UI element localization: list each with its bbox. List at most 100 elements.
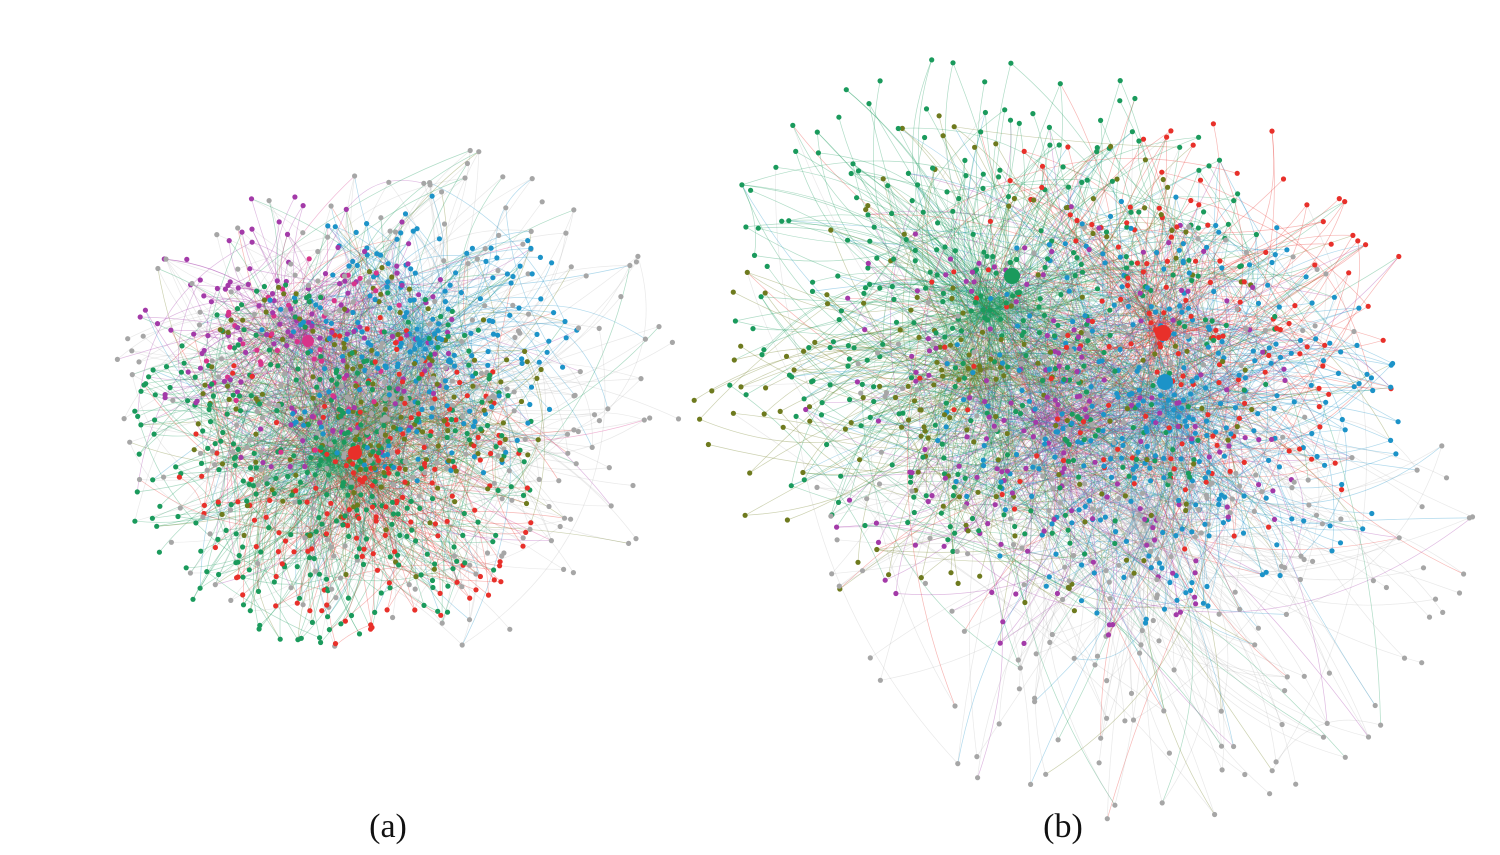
edge xyxy=(361,421,371,461)
node xyxy=(240,544,246,550)
node xyxy=(200,391,206,397)
node xyxy=(375,458,381,464)
node xyxy=(437,590,443,597)
node xyxy=(137,314,143,320)
node xyxy=(264,332,270,338)
edge xyxy=(262,375,434,463)
node xyxy=(254,408,260,414)
node xyxy=(322,366,328,372)
node xyxy=(326,456,332,462)
node xyxy=(379,417,385,423)
node xyxy=(508,484,514,490)
node xyxy=(538,296,544,302)
node xyxy=(312,568,319,574)
edge xyxy=(395,397,438,464)
edge xyxy=(290,534,463,646)
node xyxy=(263,514,269,520)
node xyxy=(528,520,534,526)
node xyxy=(499,457,505,463)
node xyxy=(283,307,289,313)
node xyxy=(197,277,203,283)
node xyxy=(483,258,489,264)
node xyxy=(319,358,325,364)
node xyxy=(416,292,422,298)
node xyxy=(269,331,275,337)
node xyxy=(504,271,510,277)
node xyxy=(487,372,493,378)
node xyxy=(228,289,234,295)
node xyxy=(506,468,512,474)
node xyxy=(404,332,410,338)
node xyxy=(656,324,662,330)
node xyxy=(491,567,497,573)
node xyxy=(464,250,470,256)
node xyxy=(236,393,243,399)
node xyxy=(420,438,426,444)
node xyxy=(235,499,241,505)
node xyxy=(451,363,458,369)
node xyxy=(467,147,473,154)
node xyxy=(539,199,545,205)
node xyxy=(364,221,370,227)
node xyxy=(300,203,306,209)
node xyxy=(209,358,215,364)
node xyxy=(675,416,682,422)
node xyxy=(562,318,568,325)
node xyxy=(339,419,345,425)
node xyxy=(359,553,365,560)
node xyxy=(482,246,488,252)
edge xyxy=(283,293,294,332)
edge xyxy=(212,286,265,442)
edge xyxy=(132,374,328,469)
node xyxy=(377,315,383,321)
node xyxy=(389,449,395,455)
node xyxy=(378,590,384,596)
edge xyxy=(329,360,439,630)
edge xyxy=(157,300,311,326)
node xyxy=(197,450,204,456)
node xyxy=(385,261,391,267)
node xyxy=(571,207,577,213)
edge xyxy=(400,265,630,289)
node xyxy=(503,205,509,211)
node xyxy=(512,334,518,341)
node xyxy=(280,498,286,504)
edge xyxy=(393,338,646,410)
edge xyxy=(143,384,344,525)
edge xyxy=(320,353,435,643)
node xyxy=(462,560,468,566)
node xyxy=(434,460,440,466)
edge xyxy=(402,400,568,454)
edge xyxy=(421,248,473,345)
edge xyxy=(249,480,350,506)
node xyxy=(449,316,455,322)
edge xyxy=(269,475,352,501)
node xyxy=(227,279,233,285)
node xyxy=(233,531,239,537)
edge xyxy=(237,420,342,450)
node xyxy=(331,342,337,348)
edge xyxy=(432,331,522,360)
edge xyxy=(207,317,298,336)
node xyxy=(274,408,280,414)
node xyxy=(510,273,516,280)
node xyxy=(591,412,598,418)
node xyxy=(394,263,400,269)
edge xyxy=(180,469,337,474)
node xyxy=(288,532,294,538)
edge xyxy=(249,374,339,463)
node xyxy=(246,481,252,487)
node xyxy=(394,270,400,276)
network-panel-a xyxy=(114,147,682,649)
node xyxy=(357,477,363,483)
node xyxy=(432,331,438,337)
node xyxy=(292,499,298,505)
node xyxy=(560,364,566,370)
edge xyxy=(357,315,435,332)
node xyxy=(399,379,406,385)
node xyxy=(473,571,479,577)
node xyxy=(568,516,574,522)
node xyxy=(216,374,222,380)
node xyxy=(444,609,451,615)
node xyxy=(536,476,542,482)
